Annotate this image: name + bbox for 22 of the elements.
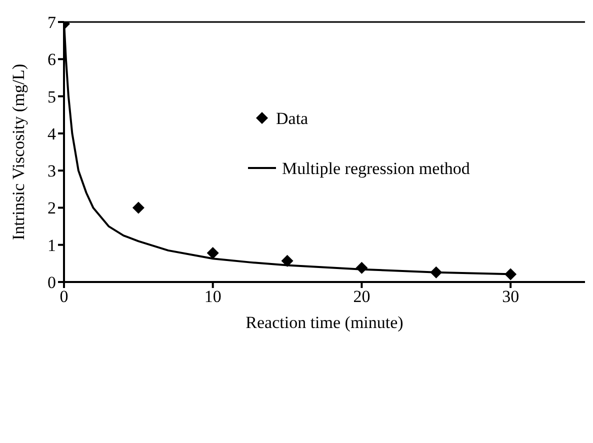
y-tick-label: 1 bbox=[48, 236, 56, 255]
y-axis-title: Intrinsic Viscosity (mg/L) bbox=[9, 64, 28, 240]
point bbox=[504, 268, 517, 280]
y-tick-label: 4 bbox=[48, 124, 56, 144]
x-tick-label: 30 bbox=[502, 287, 520, 306]
y-tick-label: 5 bbox=[48, 87, 56, 106]
x-tick-label: 0 bbox=[60, 287, 68, 306]
legend-label: Data bbox=[276, 109, 309, 128]
x-tick-label: 20 bbox=[353, 287, 370, 306]
y-tick-label: 3 bbox=[48, 162, 56, 181]
point bbox=[206, 247, 219, 260]
point bbox=[356, 262, 368, 274]
x-tick-label: 10 bbox=[204, 287, 222, 306]
legend-label: Multiple regression method bbox=[282, 159, 470, 178]
point bbox=[132, 202, 144, 214]
y-tick-label: 2 bbox=[48, 198, 56, 218]
point bbox=[281, 254, 294, 267]
y-tick-label: 6 bbox=[48, 50, 56, 70]
y-tick-label: 0 bbox=[48, 273, 56, 292]
point bbox=[430, 266, 442, 278]
x-axis-title: Reaction time (minute) bbox=[246, 313, 404, 332]
y-tick-label: 7 bbox=[48, 13, 56, 32]
